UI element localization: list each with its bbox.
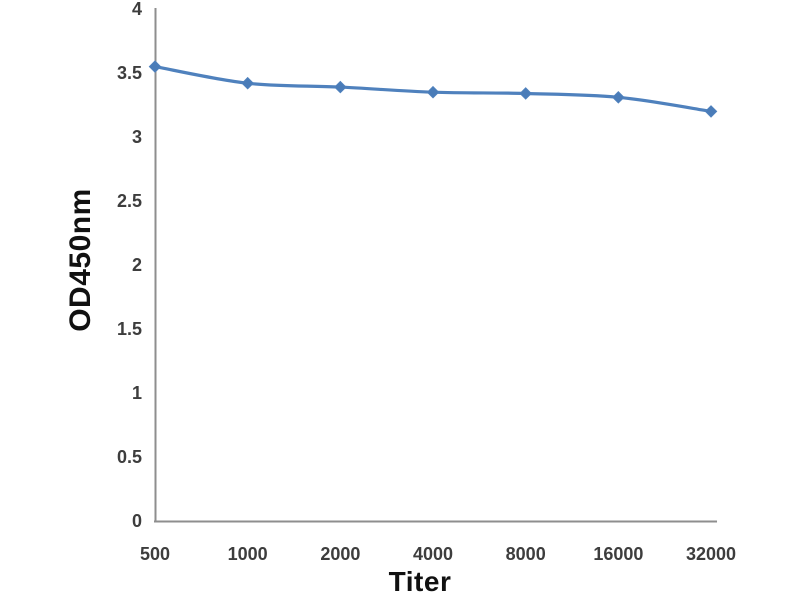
- x-tick-label: 500: [140, 544, 170, 564]
- data-point-marker-32000: [704, 105, 718, 118]
- data-point-marker-4000: [426, 85, 440, 99]
- data-point-marker-1000: [241, 76, 254, 90]
- x-tick-label: 2000: [320, 544, 360, 564]
- data-point-marker-2000: [334, 80, 347, 94]
- x-tick-label: 8000: [506, 544, 546, 564]
- y-axis-title: OD450nm: [64, 188, 97, 332]
- y-tick-label: 1.5: [117, 319, 142, 339]
- x-tick-label: 32000: [686, 544, 736, 564]
- data-point-marker-16000: [612, 91, 625, 104]
- x-axis-title: Titer: [388, 566, 452, 597]
- y-tick-label: 3: [132, 127, 142, 147]
- x-tick-label: 4000: [413, 544, 453, 564]
- y-tick-label: 1: [132, 383, 142, 403]
- x-tick-label: 16000: [593, 544, 643, 564]
- data-point-marker-8000: [519, 87, 532, 100]
- y-tick-label: 0.5: [117, 447, 142, 467]
- y-tick-label: 4: [132, 0, 142, 19]
- y-tick-label: 2: [132, 255, 142, 275]
- y-tick-label: 0: [132, 511, 142, 531]
- x-tick-label: 1000: [228, 544, 268, 564]
- y-tick-label: 2.5: [117, 191, 142, 211]
- y-tick-label: 3.5: [117, 63, 142, 83]
- data-point-marker-500: [148, 60, 162, 73]
